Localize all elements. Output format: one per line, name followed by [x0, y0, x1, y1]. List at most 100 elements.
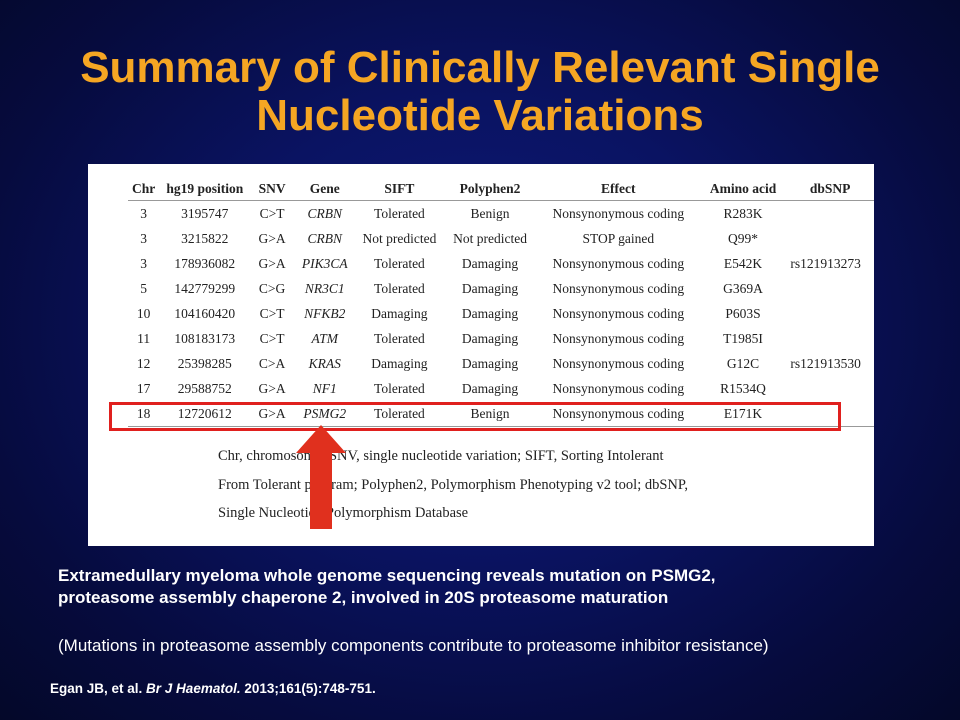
citation-journal: Br J Haematol.: [146, 681, 241, 696]
table-cell: [786, 376, 874, 401]
table-cell: T1985I: [723, 330, 763, 346]
citation-details: 2013;161(5):748-751.: [244, 681, 376, 696]
table-body: 3 3195747 C>T CRBN Tolerated Benign Nonsynonym…: [128, 201, 874, 427]
table-cell: 178936082: [174, 255, 236, 271]
table-cell: 12720612: [159, 401, 251, 427]
table-cell: Nonsynonymous coding: [552, 380, 685, 396]
table-cell: 3: [140, 255, 147, 271]
summary-text: Extramedullary myeloma whole genome sequ…: [58, 565, 716, 609]
table-cell: CRBN: [307, 205, 342, 221]
summary-line-2: proteasome assembly chaperone 2, involve…: [58, 588, 669, 607]
table-row: 10 104160420 C>T NFKB2 Damaging Damaging Nonsy…: [128, 301, 874, 326]
table-cell: STOP gained: [582, 230, 655, 246]
table-cell: R283K: [723, 205, 763, 221]
table-cell: G>A: [258, 230, 286, 246]
table-row: 11 108183173 C>T ATM Tolerated Damaging Nonsyn…: [128, 326, 874, 351]
table-cell: C>A: [258, 355, 286, 371]
table-cell: E542K: [723, 255, 763, 271]
citation: Egan JB, et al. Br J Haematol. 2013;161(…: [50, 681, 376, 696]
table-cell: KRAS: [308, 355, 341, 371]
summary-line-1: Extramedullary myeloma whole genome sequ…: [58, 566, 716, 585]
table-cell: Tolerated: [374, 380, 425, 396]
table-cell: 18: [128, 401, 160, 427]
table-cell: Damaging: [371, 355, 428, 371]
table-cell: R1534Q: [720, 380, 766, 396]
table-row: 3 3215822 G>A CRBN Not predicted Not predicte…: [128, 226, 874, 251]
table-cell: [786, 301, 874, 326]
table-row: 3 178936082 G>A PIK3CA Tolerated Damaging Nons…: [128, 251, 874, 276]
table-cell: Tolerated: [355, 401, 444, 427]
table-cell: Damaging: [461, 305, 519, 321]
resistance-note: (Mutations in proteasome assembly compon…: [58, 636, 769, 655]
table-cell: ATM: [311, 330, 338, 346]
table-cell: G369A: [723, 280, 763, 296]
table-cell: Not predicted: [453, 230, 527, 246]
table-cell: 108183173: [174, 330, 236, 346]
table-cell: G12C: [726, 355, 760, 371]
table-cell: Tolerated: [374, 255, 425, 271]
table-cell: Nonsynonymous coding: [552, 305, 685, 321]
snv-table: Chr hg19 position SNV Gene SIFT Polyphen2 Effe…: [128, 178, 874, 427]
table-row: 18 12720612 G>A PSMG2 Tolerated Benign Nonsyno…: [128, 401, 874, 427]
table-cell: [786, 201, 874, 227]
table-cell: Nonsynonymous coding: [552, 205, 685, 221]
table-cell: Tolerated: [374, 330, 425, 346]
column-header: hg19 position: [159, 178, 251, 201]
column-header: Amino acid: [699, 178, 787, 201]
table-cell: Nonsynonymous coding: [552, 330, 685, 346]
table-cell: Tolerated: [374, 280, 425, 296]
table-cell: C>T: [259, 205, 285, 221]
table-cell: Damaging: [461, 355, 519, 371]
up-arrow-icon: [296, 425, 346, 529]
table-cell: Nonsynonymous coding: [552, 355, 685, 371]
column-header: SIFT: [355, 178, 444, 201]
table-cell: [786, 326, 874, 351]
table-cell: [786, 226, 874, 251]
table-cell: NFKB2: [304, 305, 346, 321]
table-cell: NF1: [312, 380, 337, 396]
table-cell: rs121913273: [790, 255, 861, 271]
table-row: 5 142779299 C>G NR3C1 Tolerated Damaging Nonsy…: [128, 276, 874, 301]
table-cell: C>T: [259, 305, 285, 321]
table-cell: G>A: [258, 255, 286, 271]
table-cell: Q99*: [728, 230, 759, 246]
column-header: dbSNP: [786, 178, 874, 201]
table-cell: [786, 401, 874, 427]
table-cell: Not predicted: [362, 230, 437, 246]
table-cell: Damaging: [371, 305, 428, 321]
slide-title-line-1: Summary of Clinically Relevant Single: [80, 43, 880, 92]
table-cell: PIK3CA: [301, 255, 348, 271]
column-header: Chr: [128, 178, 160, 201]
citation-authors: Egan JB, et al.: [50, 681, 143, 696]
table-row: 17 29588752 G>A NF1 Tolerated Damaging Nonsyno…: [128, 376, 874, 401]
table-cell: NR3C1: [304, 280, 345, 296]
table-cell: 11: [137, 330, 151, 346]
table-cell: G>A: [258, 380, 286, 396]
table-cell: [786, 276, 874, 301]
table-cell: C>T: [259, 330, 285, 346]
table-cell: Nonsynonymous coding: [552, 280, 685, 296]
table-cell: 104160420: [174, 305, 236, 321]
table-cell: PSMG2: [293, 401, 356, 427]
footnote-line-3: Single Nucleotide Polymorphism Database: [218, 505, 469, 521]
table-cell: Damaging: [461, 380, 519, 396]
table-cell: 3195747: [181, 205, 229, 221]
highlight-box: [109, 402, 841, 431]
table-cell: 3: [140, 230, 147, 246]
column-header: SNV: [250, 178, 294, 201]
table-cell: 25398285: [177, 355, 232, 371]
table-cell: CRBN: [307, 230, 342, 246]
table-cell: 29588752: [177, 380, 232, 396]
table-cell: E171K: [699, 401, 787, 427]
table-row: 3 3195747 C>T CRBN Tolerated Benign Nonsynonym…: [128, 201, 874, 227]
table-cell: Tolerated: [374, 205, 425, 221]
column-header: Gene: [293, 178, 356, 201]
table-cell: Damaging: [461, 280, 519, 296]
table-cell: Nonsynonymous coding: [536, 401, 700, 427]
column-header: Polyphen2: [443, 178, 537, 201]
table-cell: 142779299: [174, 280, 236, 296]
table-cell: 5: [140, 280, 147, 296]
table-cell: P603S: [725, 305, 761, 321]
table-cell: C>G: [258, 280, 286, 296]
table-cell: 17: [136, 380, 151, 396]
